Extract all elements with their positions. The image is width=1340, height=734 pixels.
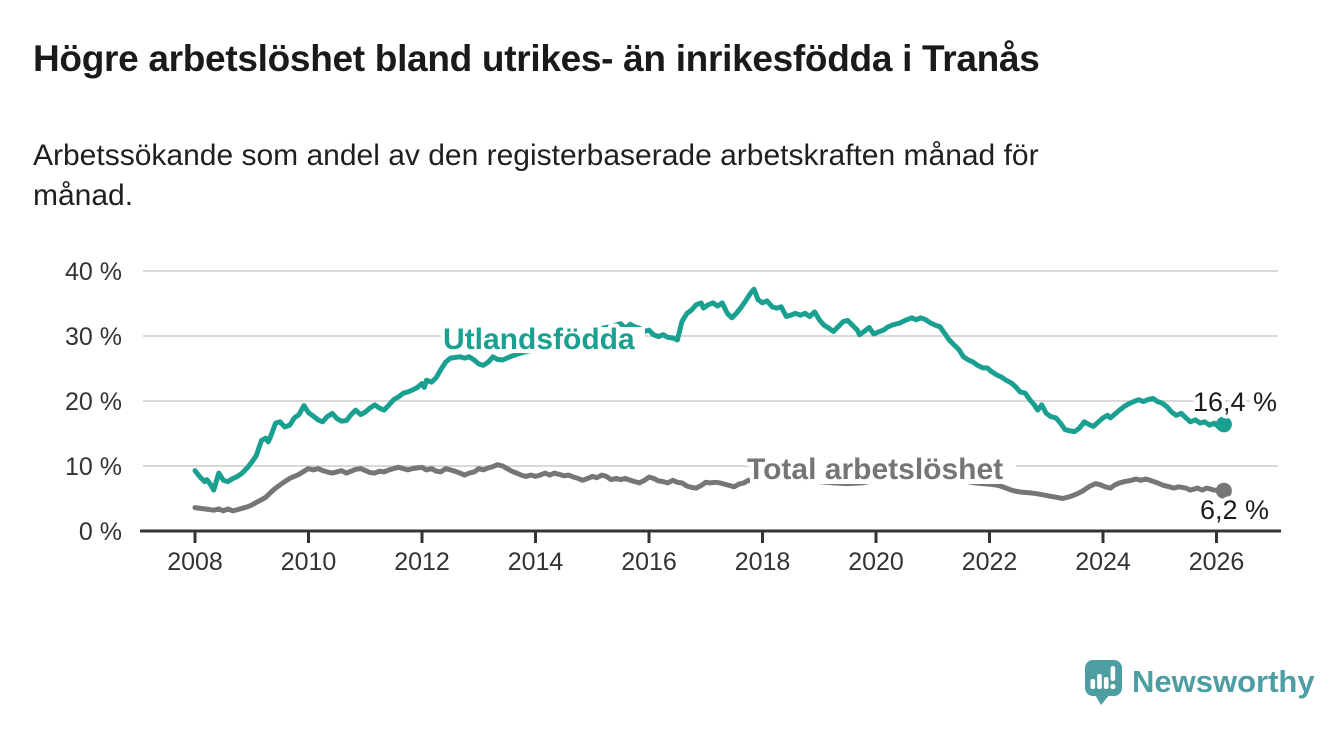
x-axis-label-2020: 2020 [848, 548, 904, 576]
chart-subtitle: Arbetssökande som andel av den registerb… [33, 136, 1263, 216]
newsworthy-brand-label: Newsworthy [1132, 664, 1315, 699]
series-label-total-arbetsloshet: Total arbetslöshet [747, 453, 1003, 486]
x-axis-label-2012: 2012 [394, 548, 450, 576]
newsworthy-logo: Newsworthy [1085, 660, 1315, 705]
series-label-utlandsfodda: Utlandsfödda [443, 323, 635, 356]
subtitle-line-2: månad. [33, 179, 134, 212]
series-end-dot-utlandsf-dda [1215, 416, 1232, 433]
label-backplate-total [750, 456, 1016, 484]
chart-plot-area: 0 % 10 % 20 % 30 % 40 % 2008 2010 2012 2014 2016 2… [65, 258, 1281, 576]
x-axis-label-2008: 2008 [167, 548, 223, 576]
x-axis-label-2010: 2010 [281, 548, 337, 576]
x-axis-label-2026: 2026 [1189, 548, 1245, 576]
x-axis-label-2018: 2018 [735, 548, 791, 576]
end-value-label-total: 6,2 % [1200, 495, 1269, 525]
series-line-total-arbetsl-shet [192, 462, 1227, 514]
y-axis-label-0: 0 % [79, 518, 122, 546]
x-axis-label-2014: 2014 [508, 548, 564, 576]
subtitle-line-1: Arbetssökande som andel av den registerb… [33, 139, 1039, 172]
y-axis-label-40: 40 % [65, 258, 122, 286]
label-backplate-utlandsfodda [441, 327, 645, 353]
chart-overlay: Utlandsfödda Total arbetslöshet 16,4 % 6… [439, 319, 1315, 705]
y-axis-label-20: 20 % [65, 388, 122, 416]
series-line-utlandsf-dda [192, 286, 1227, 493]
bar-chart-speech-bubble-icon [1085, 660, 1122, 705]
y-axis-label-10: 10 % [65, 453, 122, 481]
x-axis-label-2024: 2024 [1075, 548, 1131, 576]
page-title: Högre arbetslöshet bland utrikes- än inr… [33, 38, 1040, 79]
end-value-label-utlandsfodda: 16,4 % [1193, 387, 1277, 417]
y-axis-label-30: 30 % [65, 323, 122, 351]
x-axis-label-2016: 2016 [621, 548, 677, 576]
x-axis-label-2022: 2022 [962, 548, 1018, 576]
series-end-dot-total-arbetsl-shet [1215, 482, 1232, 499]
